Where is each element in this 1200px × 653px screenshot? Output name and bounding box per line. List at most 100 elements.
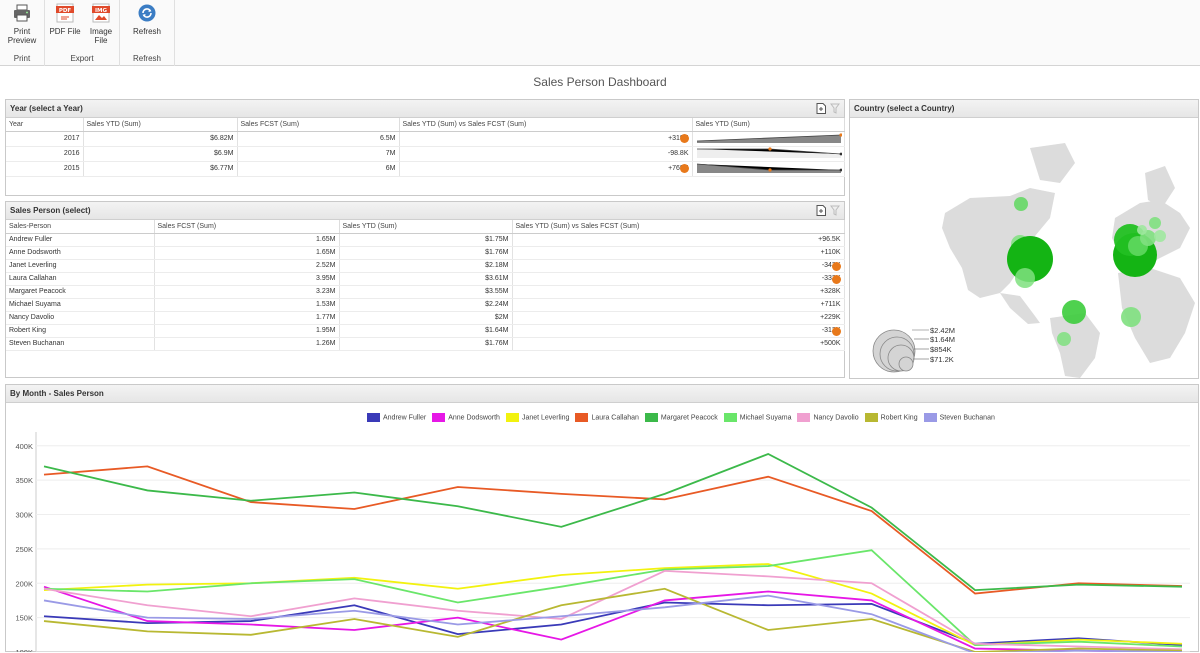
africa-region[interactable] xyxy=(1118,268,1195,363)
image-file-label-1: Image xyxy=(89,27,113,36)
legend-item[interactable]: Anne Dodsworth xyxy=(432,413,500,422)
col-ytd-vs-fcst[interactable]: Sales YTD (Sum) vs Sales FCST (Sum) xyxy=(399,118,693,132)
fcst-cell: 1.65M xyxy=(154,246,340,260)
col-sales-person[interactable]: Sales-Person xyxy=(6,220,155,234)
legend-item[interactable]: Steven Buchanan xyxy=(923,413,995,422)
month-panel-header: By Month - Sales Person xyxy=(6,385,1198,403)
table-row[interactable]: 2016 $6.9M 7M -98.8K xyxy=(6,146,845,162)
series-line[interactable] xyxy=(43,569,1183,651)
scandinavia-region[interactable] xyxy=(1145,166,1175,208)
export-icon[interactable] xyxy=(816,103,826,114)
image-file-button[interactable]: IMG Image File xyxy=(84,3,118,45)
ytd-cell: $1.64M xyxy=(339,324,513,338)
sales-person-cell: Nancy Davolio xyxy=(6,311,155,325)
table-row[interactable]: Margaret Peacock 3.23M $3.55M +328K xyxy=(6,285,845,299)
image-badge: IMG xyxy=(95,8,108,14)
sparkline-cell xyxy=(692,161,845,177)
country-bubble[interactable] xyxy=(1154,230,1166,242)
legend-item[interactable]: Nancy Davolio xyxy=(797,413,859,422)
delta-value: +328K xyxy=(820,288,841,295)
table-row[interactable]: 2015 $6.77M 6M +769K xyxy=(6,161,845,177)
col-sales-ytd[interactable]: Sales YTD (Sum) xyxy=(83,118,238,132)
series-line[interactable] xyxy=(43,453,1183,592)
series-line[interactable] xyxy=(43,465,1183,595)
delta-indicator-icon xyxy=(679,163,689,173)
south-america-region[interactable] xyxy=(1050,313,1100,378)
legend-label: Steven Buchanan xyxy=(939,414,995,422)
table-row[interactable]: Anne Dodsworth 1.65M $1.76M +110K xyxy=(6,246,845,260)
image-file-label-2: File xyxy=(94,36,108,45)
refresh-icon xyxy=(138,4,156,22)
year-grid: Year Sales YTD (Sum) Sales FCST (Sum) Sa… xyxy=(6,118,845,177)
month-panel-title: By Month - Sales Person xyxy=(10,389,104,398)
world-map[interactable]: $2.42M $1.64M $854K $71.2K xyxy=(850,118,1198,378)
year-cell: 2017 xyxy=(6,131,84,147)
greenland-region[interactable] xyxy=(1030,143,1075,183)
col-ytd-vs-fcst[interactable]: Sales YTD (Sum) vs Sales FCST (Sum) xyxy=(512,220,845,234)
delta-cell: +110K xyxy=(512,246,845,260)
series-line[interactable] xyxy=(43,594,1183,652)
country-bubble[interactable] xyxy=(1015,268,1035,288)
fcst-cell: 6.5M xyxy=(237,131,400,147)
country-panel-title: Country (select a Country) xyxy=(854,104,955,113)
clear-filter-icon[interactable] xyxy=(830,103,840,114)
sales-person-cell: Laura Callahan xyxy=(6,272,155,286)
table-row[interactable]: Andrew Fuller 1.65M $1.75M +96.5K xyxy=(6,233,845,247)
export-icon[interactable] xyxy=(816,205,826,216)
north-america-region[interactable] xyxy=(942,188,1055,298)
legend-item[interactable]: Janet Leverling xyxy=(505,413,570,422)
ytd-cell: $1.75M xyxy=(339,233,513,247)
year-panel: Year (select a Year) Year Sales YTD (Sum… xyxy=(5,99,845,196)
series-line[interactable] xyxy=(43,585,1183,652)
legend-item[interactable]: Michael Suyama xyxy=(723,413,791,422)
ribbon-toolbar: Print Preview Print PDF PDF File IMG Ima… xyxy=(0,0,1200,66)
delta-cell: +711K xyxy=(512,298,845,312)
y-tick-label: 100K xyxy=(15,648,33,652)
fcst-cell: 7M xyxy=(237,146,400,162)
table-row[interactable]: 2017 $6.82M 6.5M +319K xyxy=(6,131,845,147)
col-sales-ytd[interactable]: Sales YTD (Sum) xyxy=(339,220,513,234)
salesperson-grid-header: Sales-Person Sales FCST (Sum) Sales YTD … xyxy=(6,220,845,234)
legend-item[interactable]: Margaret Peacock xyxy=(644,413,718,422)
delta-cell: -343K xyxy=(512,259,845,273)
legend-label: Robert King xyxy=(880,414,918,422)
legend-item[interactable]: Robert King xyxy=(864,413,918,422)
y-tick-label: 300K xyxy=(15,511,33,520)
series-line[interactable] xyxy=(43,549,1183,648)
refresh-button[interactable]: Refresh xyxy=(130,3,164,36)
y-tick-label: 350K xyxy=(15,476,33,485)
sales-person-cell: Janet Leverling xyxy=(6,259,155,273)
pdf-file-button[interactable]: PDF PDF File xyxy=(48,3,82,36)
y-tick-label: 150K xyxy=(15,614,33,623)
table-row[interactable]: Nancy Davolio 1.77M $2M +229K xyxy=(6,311,845,325)
col-year[interactable]: Year xyxy=(6,118,84,132)
legend-item[interactable]: Laura Callahan xyxy=(575,413,639,422)
line-chart[interactable]: 100K 150K 200K 250K 300K 350K 400K xyxy=(5,428,1195,652)
col-sales-fcst[interactable]: Sales FCST (Sum) xyxy=(237,118,400,132)
table-row[interactable]: Steven Buchanan 1.26M $1.76M +500K xyxy=(6,337,845,351)
legend-label: Janet Leverling xyxy=(521,414,570,422)
col-sparkline[interactable]: Sales YTD (Sum) xyxy=(692,118,845,132)
series-line[interactable] xyxy=(43,587,1183,652)
country-bubble[interactable] xyxy=(1057,332,1071,346)
ytd-cell: $6.77M xyxy=(83,161,238,177)
clear-filter-icon[interactable] xyxy=(830,205,840,216)
central-america-region[interactable] xyxy=(1000,293,1040,324)
country-bubble[interactable] xyxy=(1014,197,1028,211)
legend-item[interactable]: Andrew Fuller xyxy=(367,413,426,422)
col-sales-fcst[interactable]: Sales FCST (Sum) xyxy=(154,220,340,234)
print-preview-button[interactable]: Print Preview xyxy=(5,3,39,45)
series-line[interactable] xyxy=(43,601,1183,647)
country-bubble[interactable] xyxy=(1062,300,1086,324)
sales-person-cell: Margaret Peacock xyxy=(6,285,155,299)
sales-person-cell: Robert King xyxy=(6,324,155,338)
table-row[interactable]: Michael Suyama 1.53M $2.24M +711K xyxy=(6,298,845,312)
country-bubble[interactable] xyxy=(1137,225,1147,235)
country-bubble[interactable] xyxy=(1149,217,1161,229)
delta-value: +110K xyxy=(820,249,841,256)
fcst-cell: 2.52M xyxy=(154,259,340,273)
country-bubble[interactable] xyxy=(1121,307,1141,327)
